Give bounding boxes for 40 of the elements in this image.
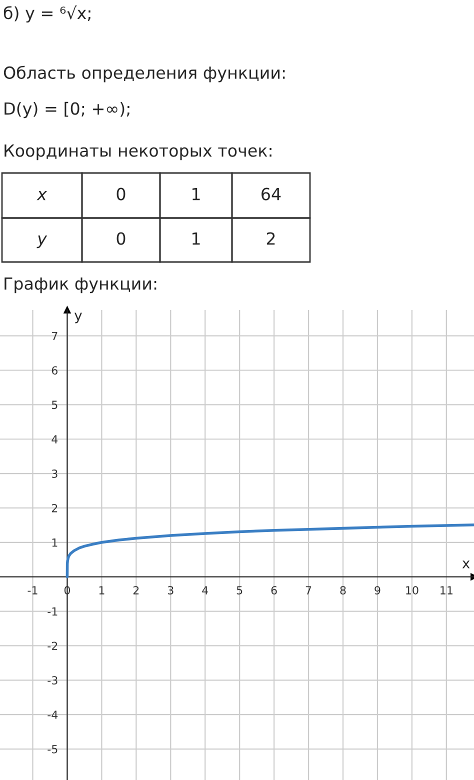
text: y [36,235,48,248]
y-tick-label: -1 [48,607,58,616]
text: Область определения функции: [4,66,285,82]
text: 2 [266,232,275,245]
y-tick-label: 2 [52,504,58,512]
y-tick-label: 5 [52,400,58,410]
x-tick-label: 2 [133,586,139,594]
text: x [36,190,48,200]
y-tick-label: 6 [52,366,58,375]
x-tick-label: 5 [236,586,242,594]
x-axis-title: x [462,560,470,568]
y-tick-label: -4 [48,710,58,719]
text: График функции: [4,277,156,294]
y-axis-title: y [74,312,82,324]
x-tick-label: 1 [99,586,104,594]
text: 1 [192,188,200,200]
x-tick-label: 11 [440,586,452,594]
text: 64 [262,188,281,200]
x-tick-label: 10 [406,586,418,594]
x-tick-label: 3 [168,586,174,594]
y-tick-label: -2 [48,642,58,650]
chart-title: б) y = ⁶√x; [4,6,90,22]
x-tick-label: 7 [306,586,312,594]
x-tick-label: -1 [28,586,38,594]
y-tick-label: -3 [48,676,58,685]
y-tick-label: 7 [52,332,58,340]
text: Координаты некоторых точек: [4,144,272,160]
text: 0 [116,188,126,200]
x-tick-label: 6 [271,586,277,594]
text: D(y) = [0; +∞); [4,102,130,118]
x-tick-label: 9 [374,586,380,594]
line-series [66,523,474,578]
text: 0 [116,232,126,245]
y-tick-label: 1 [52,538,58,547]
y-tick-label: 3 [52,470,58,478]
x-tick-label: 4 [202,586,208,594]
x-tick-label: 8 [340,586,346,594]
text: 1 [192,232,200,245]
y-tick-label: -5 [48,745,58,754]
y-tick-label: 4 [52,435,58,444]
